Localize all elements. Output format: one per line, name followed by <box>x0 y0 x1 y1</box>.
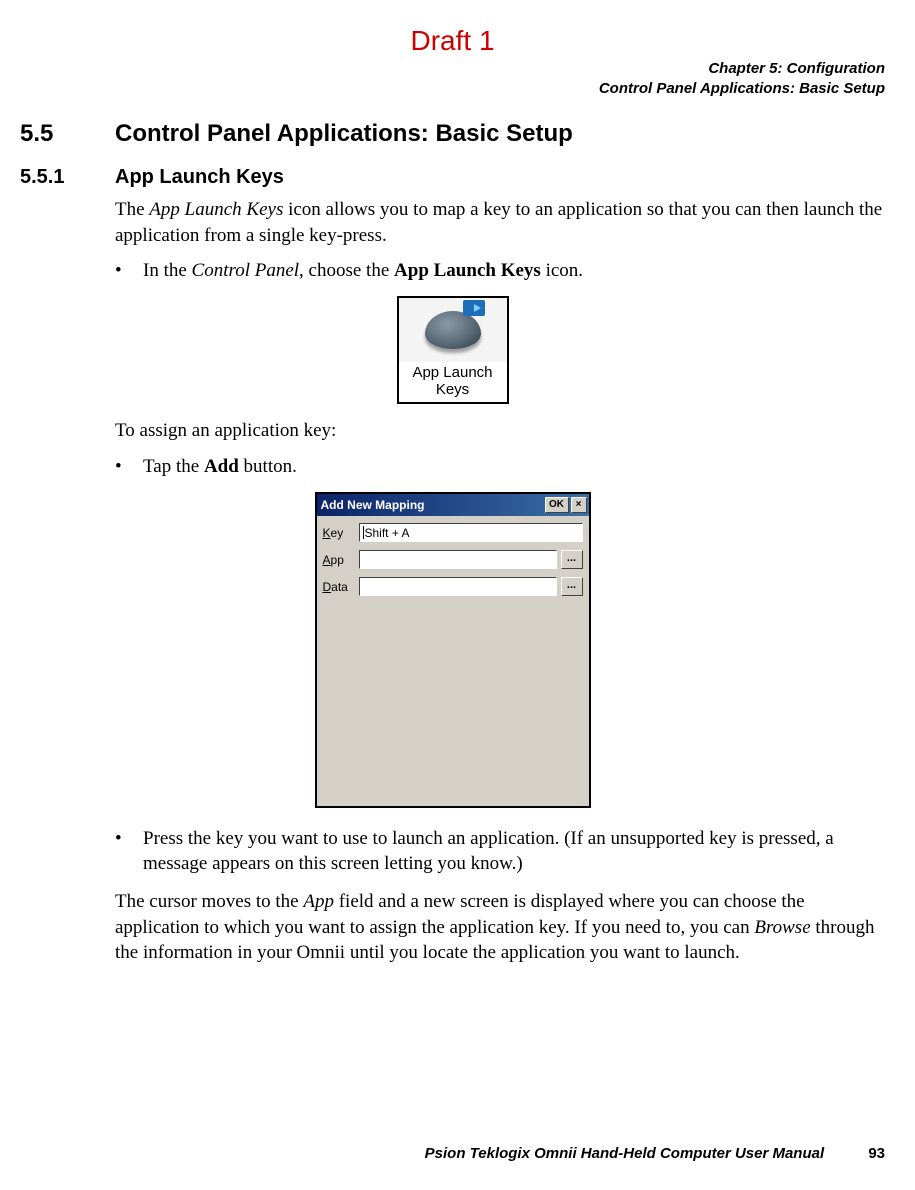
close-button[interactable]: × <box>571 497 587 513</box>
text: Keys <box>436 381 469 398</box>
add-new-mapping-dialog-figure: Add New Mapping OK × Key Shift + A App .… <box>20 492 885 808</box>
text-italic: App <box>303 891 334 912</box>
text-bold: App Launch Keys <box>394 260 541 281</box>
bullet-content: Tap the Add button. <box>143 454 885 480</box>
text: The cursor moves to the <box>115 891 303 912</box>
section-number: 5.5 <box>20 120 115 148</box>
text-italic: Browse <box>754 917 810 938</box>
text: Tap the <box>143 456 204 477</box>
text: The <box>115 199 149 220</box>
dialog-titlebar: Add New Mapping OK × <box>317 494 589 516</box>
text: icon. <box>541 260 583 281</box>
subsection-title: App Launch Keys <box>115 166 284 189</box>
data-label: Data <box>323 580 359 594</box>
form-row-app: App ... <box>323 549 583 571</box>
bullet-3: • Press the key you want to use to launc… <box>115 826 885 877</box>
key-label: Key <box>323 526 359 540</box>
icon-box: App Launch Keys <box>397 296 509 405</box>
text: App Launch <box>412 364 492 381</box>
app-browse-button[interactable]: ... <box>561 550 583 569</box>
dialog-window: Add New Mapping OK × Key Shift + A App .… <box>315 492 591 808</box>
icon-graphic <box>399 298 507 362</box>
chapter-line-1: Chapter 5: Configuration <box>20 59 885 79</box>
dialog-body: Key Shift + A App ... Data ... <box>317 516 589 806</box>
footer-text: Psion Teklogix Omnii Hand-Held Computer … <box>425 1145 825 1162</box>
page-number: 93 <box>868 1145 885 1162</box>
rocks-icon <box>425 311 481 349</box>
paragraph-3: The cursor moves to the App field and a … <box>115 889 885 966</box>
chapter-line-2: Control Panel Applications: Basic Setup <box>20 79 885 99</box>
dialog-title: Add New Mapping <box>321 498 544 512</box>
bullet-content: Press the key you want to use to launch … <box>143 826 885 877</box>
text: button. <box>239 456 297 477</box>
bullet-marker: • <box>115 454 143 480</box>
subsection-number: 5.5.1 <box>20 166 115 189</box>
paragraph-1: The App Launch Keys icon allows you to m… <box>115 197 885 248</box>
bullet-marker: • <box>115 258 143 284</box>
text: , choose the <box>299 260 394 281</box>
page-footer: Psion Teklogix Omnii Hand-Held Computer … <box>425 1145 885 1162</box>
section-title: Control Panel Applications: Basic Setup <box>115 120 573 148</box>
input-value: Shift + A <box>365 526 410 540</box>
text-italic: Control Panel <box>192 260 300 281</box>
bullet-marker: • <box>115 826 143 877</box>
subsection-heading: 5.5.1 App Launch Keys <box>20 166 885 189</box>
bullet-1: • In the Control Panel, choose the App L… <box>115 258 885 284</box>
key-input[interactable]: Shift + A <box>359 523 583 542</box>
bullet-content: In the Control Panel, choose the App Lau… <box>143 258 885 284</box>
bullet-2: • Tap the Add button. <box>115 454 885 480</box>
form-row-key: Key Shift + A <box>323 522 583 544</box>
app-launch-keys-icon-figure: App Launch Keys <box>20 296 885 405</box>
app-label: App <box>323 553 359 567</box>
icon-caption: App Launch Keys <box>399 362 507 403</box>
data-input[interactable] <box>359 577 557 596</box>
ok-button[interactable]: OK <box>545 497 569 513</box>
chapter-header: Chapter 5: Configuration Control Panel A… <box>20 59 885 98</box>
text-italic: App Launch Keys <box>149 199 283 220</box>
section-heading: 5.5 Control Panel Applications: Basic Se… <box>20 120 885 148</box>
paragraph-2: To assign an application key: <box>115 418 885 444</box>
text: In the <box>143 260 192 281</box>
form-row-data: Data ... <box>323 576 583 598</box>
app-input[interactable] <box>359 550 557 569</box>
draft-watermark: Draft 1 <box>20 25 885 57</box>
text-bold: Add <box>204 456 239 477</box>
data-browse-button[interactable]: ... <box>561 577 583 596</box>
